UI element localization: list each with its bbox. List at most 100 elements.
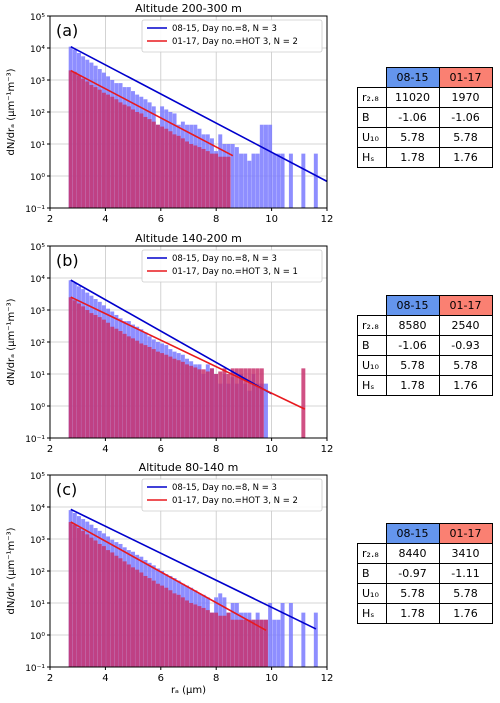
bar (151, 349, 156, 438)
fit-line (70, 45, 328, 183)
panel-label: (b) (56, 251, 79, 270)
table-corner (358, 524, 387, 544)
cell-b-01-17: -1.11 (438, 563, 493, 584)
bar (251, 153, 256, 208)
y-tick-label: 10¹ (30, 600, 45, 610)
bar (259, 368, 264, 438)
bar (214, 153, 219, 208)
bar (106, 550, 111, 667)
bar (201, 369, 206, 438)
bar (268, 603, 273, 667)
y-tick-label: 10⁰ (30, 632, 45, 642)
stats-table-b: 08-15 01-17 r₂.₈ 8580 2540 B -1.06 -0.93… (357, 295, 493, 396)
cell-hs-01-17: 1.76 (438, 375, 493, 396)
bar (185, 600, 189, 667)
bar (255, 153, 260, 208)
fit-line (70, 296, 306, 410)
fit-line (70, 279, 272, 395)
bar (176, 135, 181, 208)
bar (118, 558, 123, 667)
bar (164, 587, 169, 667)
table-header-08-15: 08-15 (385, 523, 440, 544)
bar (259, 619, 264, 667)
bar (218, 615, 223, 667)
x-tick-label: 6 (158, 673, 164, 684)
bar (172, 358, 177, 438)
bar (243, 368, 248, 438)
fit-line (70, 508, 317, 630)
bar (147, 346, 152, 438)
bar (168, 356, 173, 438)
bar (81, 530, 86, 667)
y-tick-label: 10⁻¹ (25, 205, 45, 215)
bar (243, 153, 248, 208)
bar (301, 368, 306, 438)
cell-r28-01-17: 1970 (438, 87, 493, 108)
bar (68, 521, 73, 667)
bar (185, 364, 189, 438)
bar (251, 368, 256, 438)
bar (268, 124, 273, 208)
bar (139, 343, 144, 438)
y-tick-label: 10⁰ (30, 403, 45, 413)
bar (131, 109, 135, 208)
bar (72, 524, 77, 667)
x-tick-label: 8 (213, 444, 219, 455)
row-label-hs: Hₛ (357, 147, 387, 168)
legend-box (141, 249, 323, 283)
table-header-01-17: 01-17 (438, 295, 493, 316)
cell-r28-08-15: 8580 (385, 315, 440, 336)
y-tick-label: 10⁵ (30, 13, 45, 23)
cell-u10-01-17: 5.78 (438, 583, 493, 604)
bar (247, 160, 252, 208)
y-tick-label: 10⁴ (30, 45, 45, 55)
y-tick-label: 10⁰ (30, 173, 45, 183)
bar (77, 75, 81, 208)
bar (239, 619, 244, 667)
bar (160, 126, 165, 208)
bar (147, 119, 152, 208)
bar (205, 610, 210, 667)
bar (214, 374, 219, 438)
row-label-u10: U₁₀ (357, 355, 387, 376)
fit-line (70, 521, 267, 632)
bar (239, 368, 244, 438)
x-tick-label: 10 (265, 214, 278, 225)
stats-table-c: 08-15 01-17 r₂.₈ 8440 3410 B -0.97 -1.11… (357, 523, 493, 624)
bar (301, 612, 306, 667)
cell-r28-08-15: 8440 (385, 543, 440, 564)
x-tick-label: 12 (321, 214, 334, 225)
bar (101, 546, 106, 667)
bar (189, 603, 194, 667)
row-label-r28: r₂.₈ (357, 315, 387, 336)
bar (239, 153, 244, 208)
bar (201, 148, 206, 208)
y-tick-label: 10² (30, 568, 45, 578)
x-tick-label: 2 (47, 673, 53, 684)
stats-table-a: 08-15 01-17 r₂.₈ 11020 1970 B -1.06 -1.0… (357, 67, 493, 168)
y-tick-label: 10² (30, 339, 45, 349)
bar (151, 121, 156, 208)
bar (197, 147, 202, 208)
cell-r28-01-17: 3410 (438, 543, 493, 564)
bar (247, 619, 252, 667)
table-header-01-17: 01-17 (438, 67, 493, 88)
cell-u10-08-15: 5.78 (385, 127, 440, 148)
row-label-b: B (357, 107, 387, 128)
cell-b-08-15: -0.97 (385, 563, 440, 584)
y-tick-label: 10⁴ (30, 275, 45, 285)
cell-hs-01-17: 1.76 (438, 147, 493, 168)
legend-label: 01-17, Day no.=HOT 3, N = 2 (172, 496, 298, 506)
x-tick-label: 10 (265, 444, 278, 455)
x-tick-label: 6 (158, 444, 164, 455)
bar (209, 368, 214, 438)
bar (301, 153, 306, 208)
bar (143, 345, 148, 438)
x-tick-label: 8 (213, 214, 219, 225)
legend-label: 01-17, Day no.=HOT 3, N = 1 (172, 267, 298, 277)
bar (110, 326, 115, 438)
bar (180, 138, 185, 208)
bar (185, 141, 189, 208)
bar (205, 371, 210, 438)
